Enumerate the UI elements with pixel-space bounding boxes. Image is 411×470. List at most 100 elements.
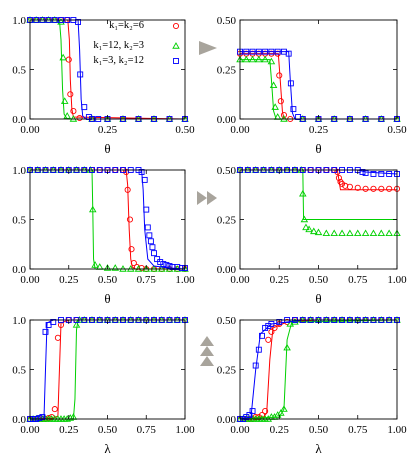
data-point-3-1-18 [346, 229, 354, 237]
data-point-1-1-5 [267, 57, 276, 65]
x-tick-label: 0.25 [270, 424, 290, 436]
x-tick-label: 0.50 [309, 274, 329, 286]
data-point-2-0-15 [126, 216, 134, 223]
data-point-5-2-8 [262, 324, 269, 331]
data-point-0-0-10 [76, 114, 83, 122]
data-point-1-0-8 [277, 98, 284, 105]
x-tick-label: 0.50 [98, 274, 118, 286]
plot-frame [239, 319, 398, 420]
y-tick-label: 0.0 [12, 414, 26, 426]
data-point-0-2-8 [75, 19, 82, 25]
x-tick-label: 0.25 [59, 424, 79, 436]
series-line-blue [239, 319, 397, 420]
plot-area [236, 166, 401, 237]
x-tick-label: 0.50 [98, 424, 118, 436]
data-point-5-1-16 [286, 320, 295, 327]
data-point-1-2-10 [290, 106, 297, 113]
data-point-4-1-15 [72, 321, 81, 328]
plot-frame [29, 169, 186, 270]
data-point-2-2-27 [166, 263, 173, 269]
data-point-2-1-9 [88, 205, 97, 213]
y-tick-label: 0.25 [217, 65, 237, 77]
data-point-3-0-14 [335, 174, 342, 181]
y-tick-label: 0.00 [217, 414, 237, 426]
data-point-0-1-8 [63, 112, 71, 119]
data-point-0-2-9 [77, 71, 84, 78]
data-point-4-0-9 [54, 334, 61, 341]
data-point-3-1-20 [361, 229, 370, 237]
legend-label: k₁=3, k₂=12 [93, 55, 144, 66]
data-point-5-1-12 [273, 411, 282, 418]
data-point-5-0-8 [262, 408, 269, 415]
data-point-2-0-16 [128, 246, 135, 253]
data-point-3-0-19 [354, 184, 361, 191]
plot-area [236, 316, 401, 423]
data-point-2-2-18 [144, 224, 151, 231]
data-point-3-0-22 [378, 185, 385, 192]
data-point-1-2-2 [249, 48, 256, 55]
series-line-blue [30, 319, 185, 420]
data-point-1-0-9 [280, 111, 288, 119]
data-point-3-2-17 [362, 170, 369, 176]
data-point-1-0-7 [276, 72, 283, 79]
data-point-2-2-24 [157, 259, 164, 266]
x-axis-label: θ [104, 141, 110, 156]
data-point-3-1-17 [338, 229, 346, 237]
data-point-2-1-13 [111, 264, 120, 271]
data-point-2-2-20 [147, 238, 154, 245]
x-tick-label: 0.50 [387, 124, 407, 136]
y-tick-label: 0.50 [217, 15, 237, 27]
data-point-0-1-7 [60, 97, 69, 104]
arrow-up-icon [200, 346, 214, 356]
data-point-1-2-1 [243, 48, 250, 55]
x-tick-label: 0.25 [59, 274, 79, 286]
data-point-3-1-9 [299, 189, 307, 197]
data-point-legend-1-0 [172, 42, 180, 49]
data-point-5-2-3 [246, 412, 253, 418]
data-point-2-2-22 [151, 250, 157, 257]
data-point-0-2-10 [81, 104, 88, 111]
data-point-5-1-13 [277, 409, 285, 416]
arrow-right-icon [199, 41, 217, 55]
x-tick-label: 0.00 [230, 124, 250, 136]
series-line-green [240, 169, 397, 220]
data-point-3-1-16 [330, 229, 338, 237]
data-point-1-1-7 [271, 103, 279, 110]
data-point-4-2-5 [42, 328, 49, 335]
y-tick-label: 0.0 [12, 264, 26, 276]
data-point-3-1-19 [353, 229, 362, 237]
data-point-2-2-16 [141, 176, 148, 183]
legend-label: k₁=12, k₂=3 [93, 40, 144, 51]
data-point-0-0-8 [67, 91, 74, 98]
y-tick-label: 1.0 [12, 315, 26, 327]
x-tick-label: 0.75 [348, 274, 368, 286]
transition-arrows [197, 41, 217, 366]
series-line-red [239, 319, 397, 420]
data-point-0-1-6 [59, 53, 67, 61]
data-point-3-1-12 [305, 225, 313, 233]
series-line-red [29, 319, 185, 420]
plot-area [26, 316, 189, 423]
data-point-2-2-19 [146, 232, 153, 239]
data-point-1-2-4 [262, 48, 269, 55]
x-axis-label: λ [104, 441, 111, 456]
y-tick-label: 1.0 [12, 15, 26, 27]
data-point-2-1-10 [91, 261, 99, 268]
data-point-3-1-13 [310, 227, 318, 235]
chart-panel-middle-left: 0.00 0.25 0.50 0.75 1.00 0.0 0.5 1.0 θ [12, 165, 195, 306]
x-tick-label: 0.25 [98, 124, 118, 136]
y-tick-label: 0.5 [12, 215, 26, 227]
y-tick-label: 0.50 [217, 165, 237, 177]
data-point-3-0-15 [337, 178, 344, 185]
data-point-5-2-10 [268, 321, 275, 327]
data-point-2-0-14 [124, 186, 131, 193]
data-point-3-1-21 [369, 229, 378, 237]
x-axis-label: θ [104, 291, 110, 306]
x-axis-label: λ [315, 441, 322, 456]
data-point-2-2-26 [163, 262, 170, 268]
data-point-3-1-11 [302, 223, 310, 231]
y-tick-label: 0.25 [217, 215, 237, 227]
plot-frame [29, 319, 186, 420]
chart-panel-bottom-right: 0.00 0.25 0.50 0.75 1.00 0.00 0.25 0.50 λ [217, 315, 407, 456]
series-line-red [240, 53, 397, 120]
